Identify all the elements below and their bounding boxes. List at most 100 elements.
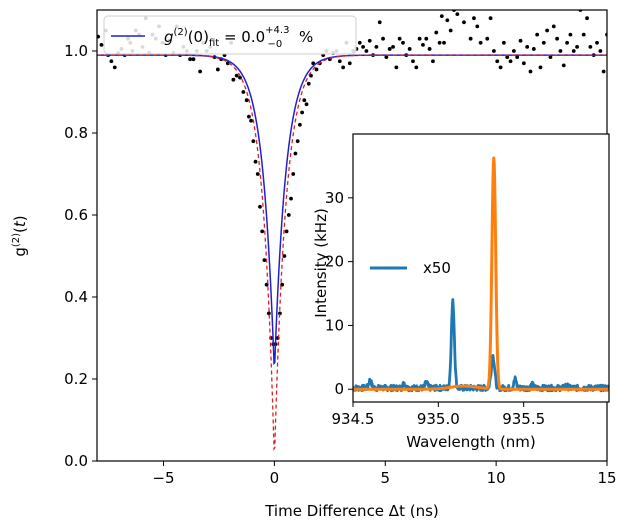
data-point bbox=[341, 65, 346, 70]
data-point bbox=[244, 98, 249, 103]
data-point bbox=[225, 61, 230, 66]
data-point bbox=[381, 36, 385, 41]
data-point bbox=[515, 55, 520, 60]
data-point bbox=[581, 32, 586, 37]
data-point bbox=[387, 47, 392, 51]
inset-y-tick-label: 0 bbox=[334, 380, 344, 398]
x-tick-label: 0 bbox=[270, 469, 280, 487]
data-point bbox=[306, 81, 311, 86]
data-point bbox=[99, 42, 104, 47]
inset-y-axis-label: Intensity (kHz) bbox=[312, 208, 330, 318]
data-point bbox=[462, 20, 466, 25]
data-point bbox=[427, 47, 432, 51]
data-point bbox=[492, 49, 496, 53]
data-point bbox=[241, 90, 246, 94]
data-point bbox=[508, 59, 513, 64]
data-point bbox=[286, 213, 291, 217]
x-tick-label: 5 bbox=[380, 469, 390, 487]
data-point bbox=[231, 77, 236, 82]
data-point bbox=[251, 139, 256, 144]
data-point bbox=[304, 102, 309, 107]
inset-y-ticks: 0 10 20 30 bbox=[325, 189, 353, 398]
data-point bbox=[238, 75, 242, 80]
data-point bbox=[518, 38, 523, 43]
data-point bbox=[188, 57, 193, 62]
data-point bbox=[465, 0, 469, 4]
data-point bbox=[249, 118, 254, 123]
data-point bbox=[439, 14, 444, 19]
inset-x-tick-label: 934.5 bbox=[332, 410, 375, 428]
fit-curve-dashed bbox=[97, 54, 607, 451]
data-point bbox=[347, 61, 352, 66]
inset-x-ticks: 934.5 935.0 935.5 bbox=[332, 402, 545, 428]
data-point bbox=[280, 282, 285, 287]
data-point bbox=[394, 65, 399, 70]
data-point bbox=[191, 57, 196, 62]
data-point bbox=[262, 258, 267, 262]
data-point bbox=[391, 45, 395, 49]
main-x-axis-label: Time Difference Δt (ns) bbox=[264, 502, 439, 520]
data-point bbox=[215, 67, 220, 72]
data-point bbox=[253, 159, 258, 164]
data-point bbox=[314, 67, 319, 72]
data-point bbox=[401, 40, 405, 45]
data-point bbox=[246, 114, 251, 119]
x-tick-label: 10 bbox=[487, 469, 506, 487]
y-tick-label: 0.6 bbox=[64, 206, 88, 224]
data-point bbox=[198, 69, 203, 74]
data-point bbox=[595, 40, 599, 45]
data-point bbox=[295, 139, 300, 144]
data-point bbox=[367, 38, 372, 43]
data-point bbox=[258, 204, 262, 209]
data-point bbox=[495, 59, 500, 64]
data-point bbox=[109, 59, 114, 64]
inset-x-tick-label: 935.0 bbox=[417, 410, 460, 428]
legend-box bbox=[103, 15, 357, 55]
data-point bbox=[531, 47, 536, 51]
data-point bbox=[541, 40, 546, 45]
data-point bbox=[528, 69, 533, 74]
data-point bbox=[284, 229, 289, 234]
y-tick-label: 0.0 bbox=[64, 452, 88, 470]
inset-legend-label: x50 bbox=[423, 259, 451, 277]
legend-label: g(2)(0)fit = 0.0+4.3 −0 % bbox=[164, 25, 313, 50]
inset-y-tick-label: 20 bbox=[325, 253, 344, 271]
data-point bbox=[374, 45, 379, 49]
data-point bbox=[282, 254, 287, 258]
data-point bbox=[264, 282, 269, 287]
data-point bbox=[445, 18, 450, 23]
data-point bbox=[468, 36, 473, 41]
data-point bbox=[571, 49, 576, 53]
x-tick-label: −5 bbox=[152, 469, 174, 487]
data-point bbox=[300, 110, 305, 115]
y-tick-label: 1.0 bbox=[64, 42, 88, 60]
data-point bbox=[448, 28, 453, 33]
inset-y-tick-label: 10 bbox=[325, 316, 344, 334]
data-point bbox=[297, 122, 302, 127]
data-point bbox=[535, 32, 540, 37]
data-point bbox=[289, 196, 293, 201]
data-point bbox=[598, 49, 603, 53]
data-point bbox=[551, 24, 556, 29]
data-point bbox=[538, 65, 543, 70]
data-point bbox=[234, 73, 239, 78]
data-point bbox=[555, 36, 560, 41]
data-point bbox=[568, 32, 573, 37]
data-point bbox=[501, 40, 506, 45]
data-point bbox=[424, 36, 429, 41]
data-point bbox=[505, 55, 510, 60]
data-point bbox=[488, 16, 493, 21]
data-point bbox=[260, 229, 265, 234]
data-point bbox=[384, 55, 389, 60]
data-point bbox=[266, 311, 271, 316]
data-point bbox=[112, 65, 117, 70]
data-point bbox=[588, 45, 593, 49]
data-point bbox=[437, 40, 442, 45]
data-point bbox=[575, 45, 579, 49]
inset-y-tick-label: 30 bbox=[325, 189, 344, 207]
data-point bbox=[97, 34, 101, 39]
data-point bbox=[455, 12, 460, 16]
data-point bbox=[485, 36, 490, 41]
data-point bbox=[357, 40, 362, 45]
